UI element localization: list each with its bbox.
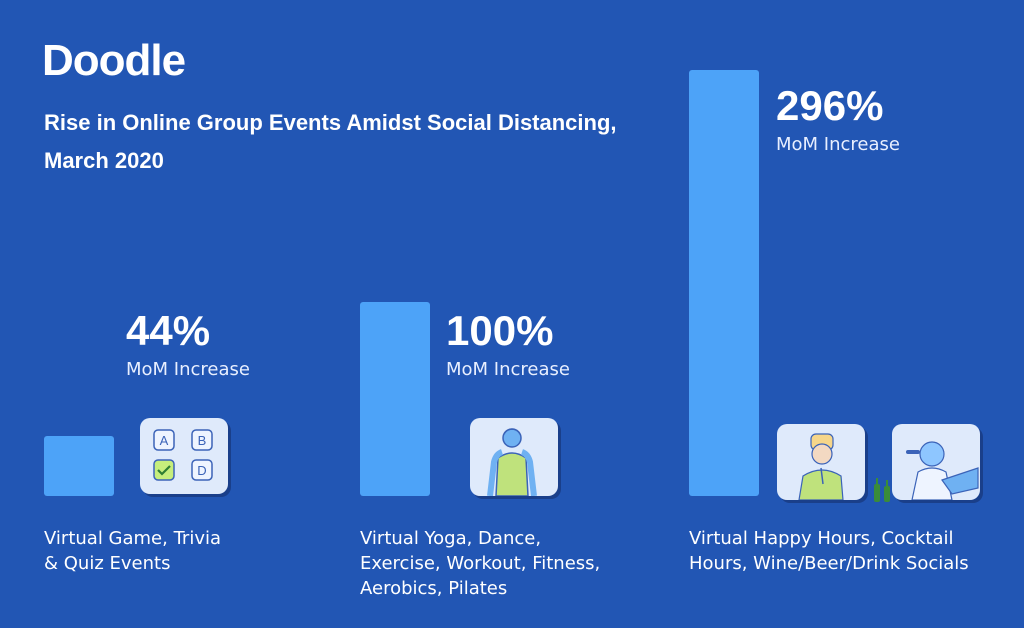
chart-title: Rise in Online Group Events Amidst Socia… bbox=[44, 104, 684, 180]
category-label-line: Aerobics, Pilates bbox=[360, 578, 508, 599]
value-label-yoga: 100% bbox=[446, 307, 554, 354]
chart-title-line-2: March 2020 bbox=[44, 148, 164, 173]
value-sublabel-happy-hour: MoM Increase bbox=[776, 134, 900, 155]
category-label-line: & Quiz Events bbox=[44, 553, 171, 574]
value-label-happy-hour: 296% bbox=[776, 82, 884, 129]
beer-bottles-icon bbox=[874, 478, 890, 502]
chart-title-line-1: Rise in Online Group Events Amidst Socia… bbox=[44, 110, 617, 135]
bar-yoga-fitness bbox=[360, 302, 430, 496]
category-label-line: Exercise, Workout, Fitness, bbox=[360, 553, 601, 574]
category-label-line: Virtual Yoga, Dance, bbox=[360, 528, 542, 549]
yoga-person-icon bbox=[470, 418, 558, 496]
person-with-drink-icon bbox=[777, 424, 865, 500]
category-label-yoga: Virtual Yoga, Dance, Exercise, Workout, … bbox=[360, 526, 600, 601]
quiz-letter-a: A bbox=[160, 433, 169, 448]
category-label-line: Hours, Wine/Beer/Drink Socials bbox=[689, 553, 969, 574]
quiz-letter-b: B bbox=[198, 433, 207, 448]
category-label-happy-hour: Virtual Happy Hours, Cocktail Hours, Win… bbox=[689, 526, 969, 576]
value-label-game: 44% bbox=[126, 307, 211, 354]
bar-game-trivia-quiz bbox=[44, 436, 114, 496]
robot-drink-icon bbox=[892, 424, 980, 500]
doodle-logo: Doodle bbox=[42, 36, 186, 85]
check-icon bbox=[157, 465, 171, 476]
bar-happy-hours bbox=[689, 70, 759, 496]
value-sublabel-game: MoM Increase bbox=[126, 359, 250, 380]
category-label-line: Virtual Happy Hours, Cocktail bbox=[689, 528, 954, 549]
quiz-letter-d: D bbox=[197, 463, 206, 478]
category-label-game: Virtual Game, Trivia & Quiz Events bbox=[44, 526, 221, 576]
quiz-abcd-icon: A B D bbox=[140, 418, 228, 494]
value-sublabel-yoga: MoM Increase bbox=[446, 359, 570, 380]
category-label-line: Virtual Game, Trivia bbox=[44, 528, 222, 549]
